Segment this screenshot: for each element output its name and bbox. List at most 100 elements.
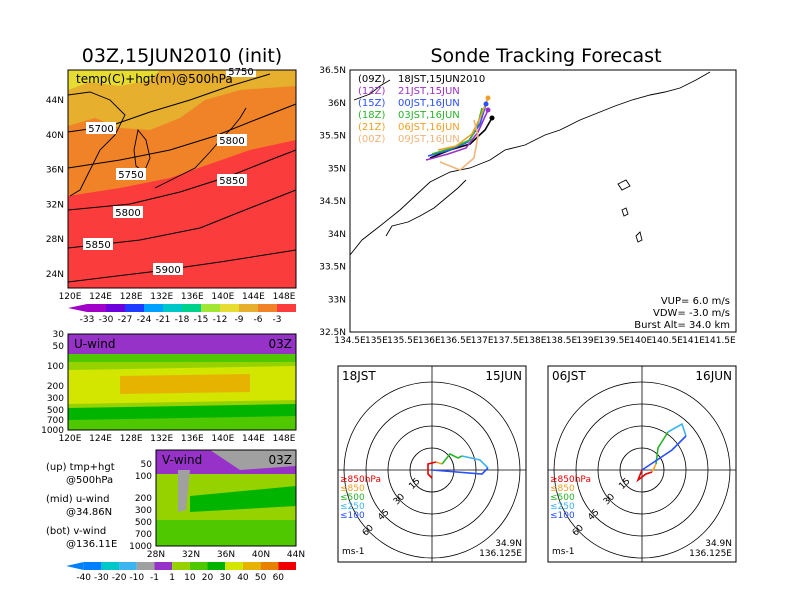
contour-5900 [67,249,297,283]
lon-tick-label: 139E [576,336,599,346]
colorbar-cell [260,562,279,570]
contour-labels: 5700 5750 5800 5750 5850 5800 5850 5900 [83,65,256,276]
contour-label: 5850 [219,176,244,187]
lat-tick-label: 44N [287,550,305,560]
colorbar-label: 30 [220,573,232,583]
colorbar-cell [278,562,296,570]
colorbar-label: -27 [118,315,133,325]
temp-map-label: temp(C)+hgt(m)@500hPa [76,72,233,86]
uwind-band [68,354,296,362]
colorbar-cell [87,304,106,312]
lat-tick-label: 28N [147,550,165,560]
colorbar-cell [239,304,258,312]
burst-point [483,101,489,107]
colorbar-cell [201,304,220,312]
legend-time: 00JST,16JUN [398,98,460,109]
param-line: VDW= -3.0 m/s [653,308,730,319]
legend-run: (18Z) [358,110,385,121]
island-outline [621,207,629,217]
uwind-frame [67,333,297,431]
hodograph-trace [651,463,657,473]
colorbar-label: 60 [273,573,285,583]
wind-colorbar: -40 -30 -20 -10 -1 1 10 20 30 40 50 60 [66,562,296,583]
lat-tick-label: 40N [46,131,64,141]
lon-tick-label: 128E [120,292,143,302]
uwind-surface [68,416,296,430]
colorbar-label: -21 [156,315,171,325]
lat-tick-label: 32N [182,550,200,560]
lon-tick-label: 138E [524,336,547,346]
legend-line: (up) tmp+hgt [46,462,115,473]
launch-params: VUP= 6.0 m/s VDW= -3.0 m/s Burst Alt= 34… [634,296,730,331]
track-legend: (09Z) 18JST,15JUN2010 (12Z) 21JST,15JUN (15Z… [358,74,485,145]
lon-tick-label: 140E [629,336,652,346]
colorbar-cell [163,304,182,312]
colorbar-cell [182,304,201,312]
lon-tick-label: 138.5E [546,336,578,346]
colorbar-label: 1 [169,573,175,583]
lat-tick-label: 33.5N [319,263,346,273]
track-lon-ticks: 134.5E 135E 135.5E 136E 136.5E 137E 137.5E 138E… [334,336,736,346]
temp-map-lat-ticks: 44N 40N 36N 32N 28N 24N [46,96,64,280]
lon-tick-label: 124E [89,434,112,444]
contour-5850 [67,189,297,249]
level-legend: ≥850hPa [340,475,381,485]
lat-tick-label: 35.5N [319,132,346,142]
vwind-section: V-wind 03Z [155,449,297,547]
vwind-time: 03Z [269,453,293,467]
temp-region-coldest [68,70,160,90]
legend-time: 21JST,15JUN [398,86,460,97]
vwind-band-mid [190,486,296,512]
lon-tick-label: 132E [150,434,173,444]
level-legend: ≤850 [550,484,575,494]
pressure-tick-label: 50 [141,460,153,470]
lat-tick-label: 36.5N [319,66,346,76]
track-panel-title: Sonde Tracking Forecast [430,45,661,67]
pressure-tick-label: 200 [47,382,64,392]
pressure-tick-label: 1000 [129,542,152,552]
lat-tick-label: 33N [328,295,346,305]
colorbar-label: 20 [202,573,214,583]
level-legend: ≤250 [340,502,365,512]
colorbar-label: -10 [129,573,144,583]
colorbar-label: -20 [112,573,127,583]
lat-tick-label: 34.5N [319,197,346,207]
lon-tick-label: 136E [418,336,441,346]
track-map-background [350,70,736,332]
uwind-title: U-wind [74,337,115,351]
colorbar-cell [220,304,239,312]
hodograph-units: ms-1 [342,547,364,557]
hodograph-units: ms-1 [552,547,574,557]
hodograph-lon: 136.125E [689,549,732,559]
lon-tick-label: 136E [181,292,204,302]
legend-line: (mid) u-wind [46,494,109,505]
lon-tick-label: 144E [242,434,265,444]
colorbar-cell [242,562,261,570]
hodograph-trace [461,455,489,469]
colorbar-cell [136,562,155,570]
pressure-tick-label: 100 [135,472,152,482]
colorbar-cell [258,304,277,312]
burst-point [489,115,495,121]
colorbar-cell [144,304,163,312]
contour-5800 [67,149,297,211]
vwind-frame [155,449,297,547]
colorbar-label: -9 [235,315,244,325]
legend-line: @136.11E [66,539,117,550]
coastline-kii [385,179,467,237]
param-line: VUP= 6.0 m/s [661,296,730,307]
vwind-neutral-column [178,470,190,512]
lat-tick-label: 36N [46,166,64,176]
contour-label: 5850 [85,240,110,251]
colorbar-cell [125,304,144,312]
uwind-jet-core [120,374,250,394]
contour-label: 5800 [219,136,244,147]
colorbar-label: 40 [237,573,249,583]
lon-tick-label: 137E [471,336,494,346]
param-line: Burst Alt= 34.0 km [634,320,730,331]
lon-tick-label: 132E [150,292,173,302]
